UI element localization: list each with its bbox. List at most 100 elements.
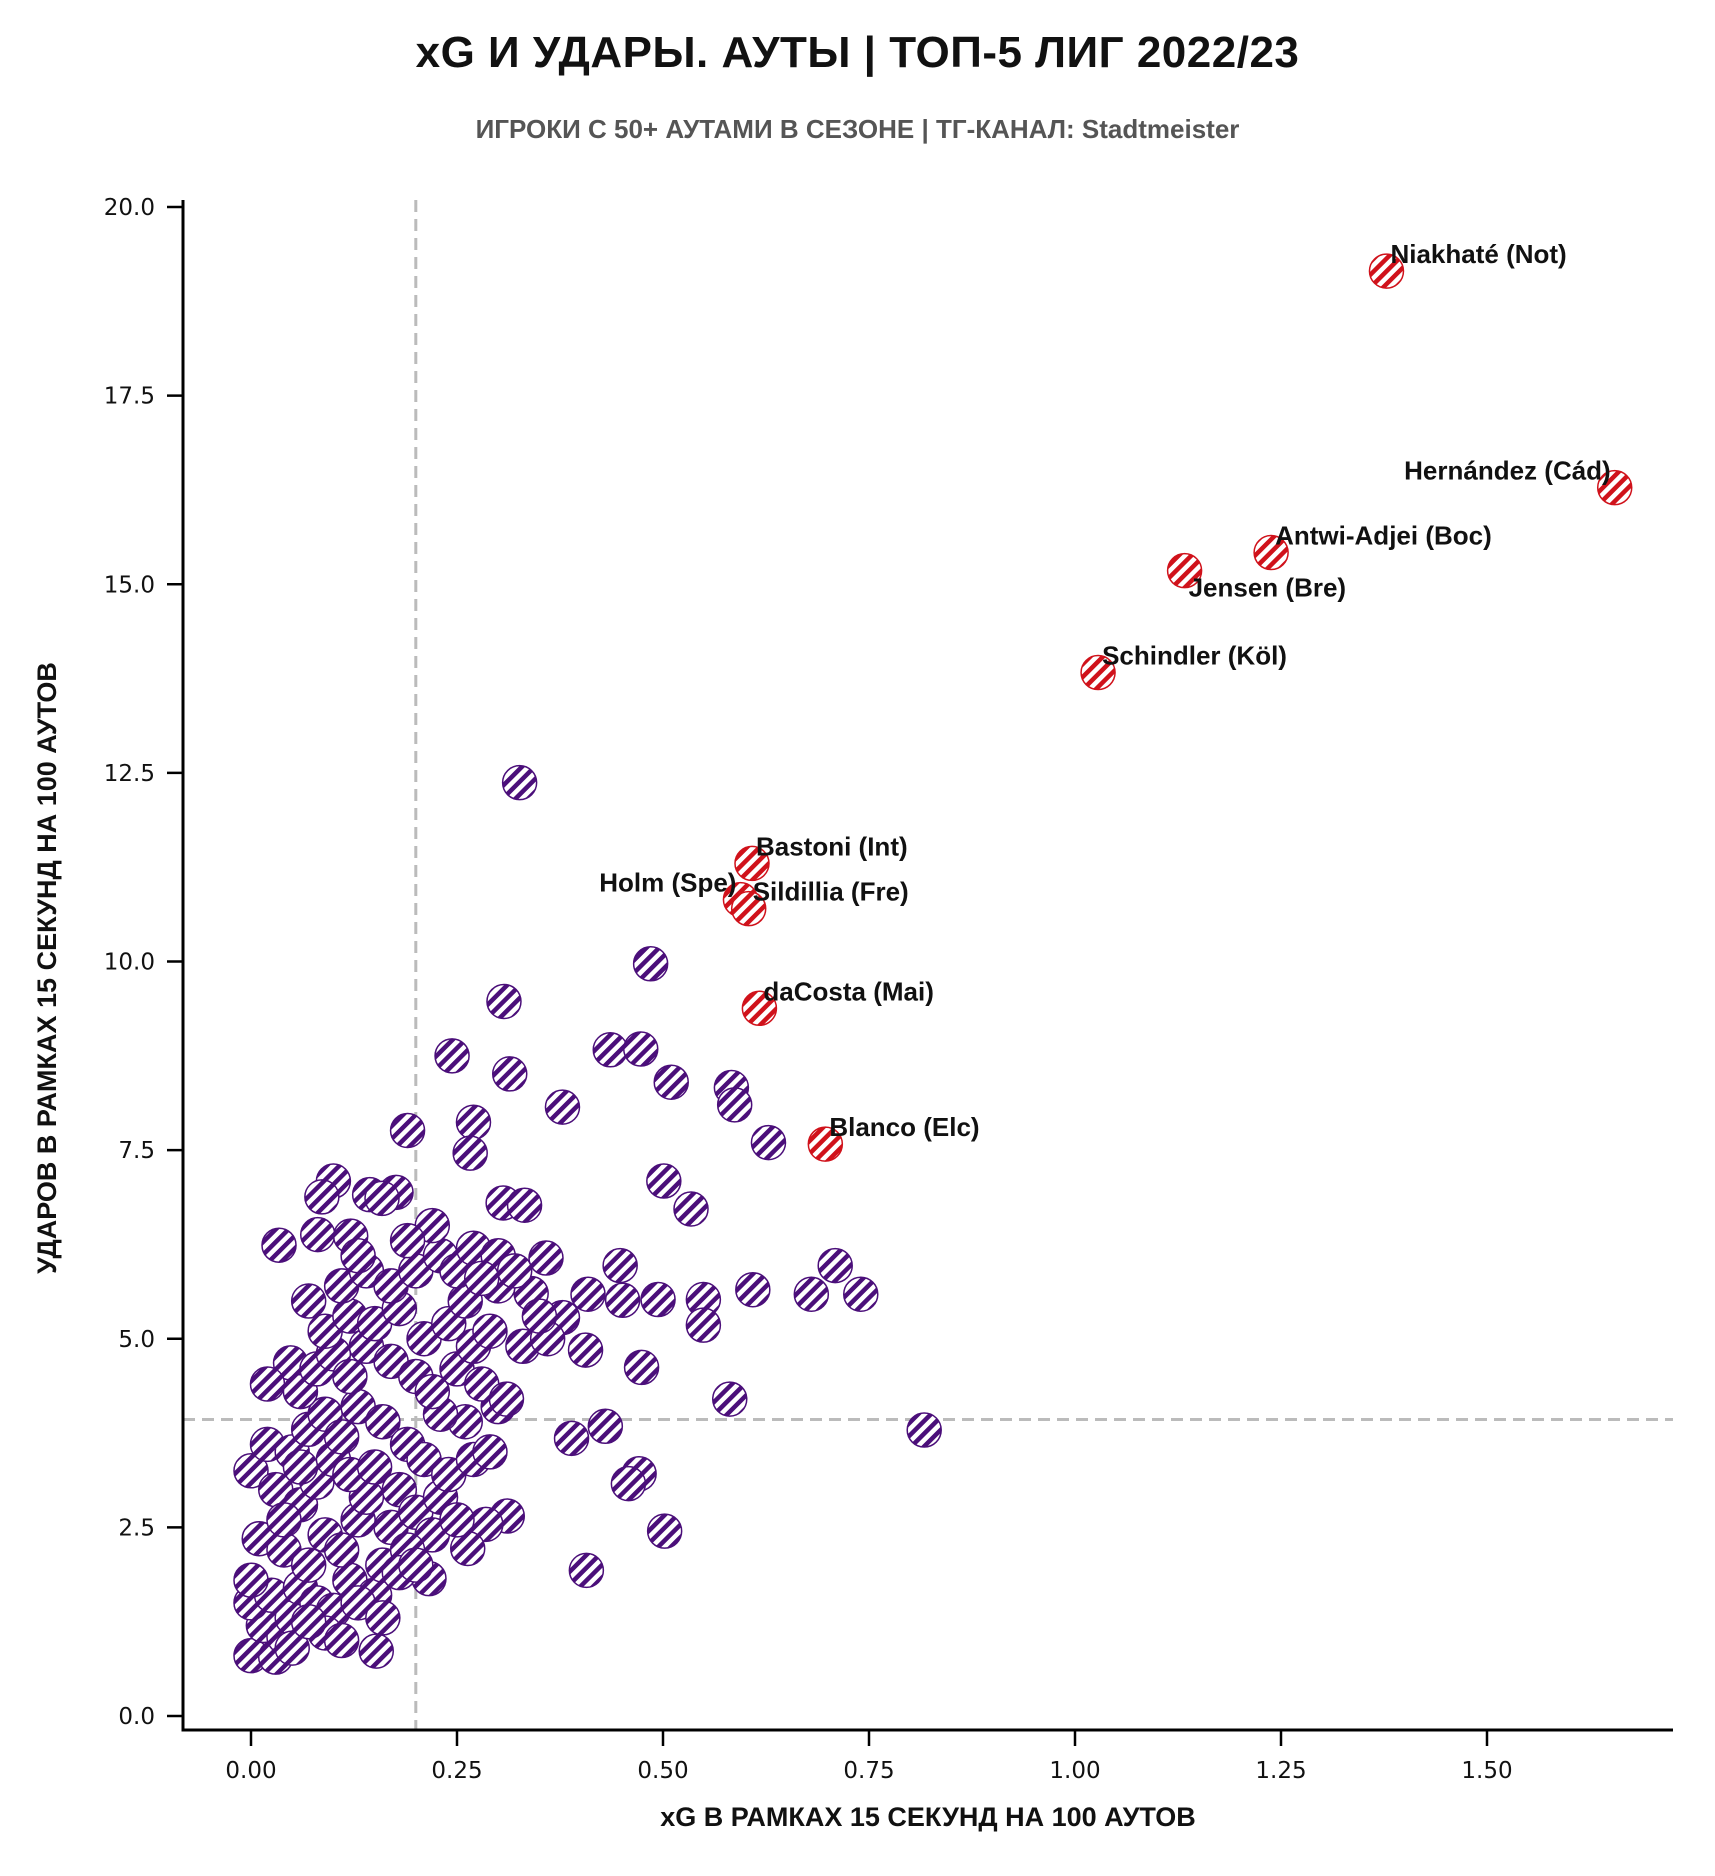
- data-point: [398, 1547, 434, 1583]
- data-point: [544, 1089, 581, 1125]
- data-point: [414, 1373, 451, 1410]
- highlighted-data-point: [1080, 654, 1116, 691]
- data-point: [610, 1465, 647, 1502]
- point-label: Bastoni (Int): [756, 831, 908, 861]
- data-point: [332, 1358, 368, 1395]
- data-point: [646, 1513, 683, 1549]
- data-point: [304, 1179, 340, 1215]
- data-point: [365, 1600, 401, 1636]
- highlighted-data-point: [1596, 469, 1633, 506]
- data-point: [735, 1271, 771, 1308]
- data-point: [233, 1562, 269, 1598]
- y-tick-label: 5.0: [118, 1327, 155, 1353]
- data-point: [632, 946, 669, 982]
- x-axis-label: xG В РАМКАХ 15 СЕКУНД НА 100 АУТОВ: [660, 1802, 1196, 1832]
- data-point: [602, 1247, 638, 1284]
- data-point: [290, 1603, 327, 1640]
- point-label: Holm (Spe): [599, 868, 736, 898]
- data-point: [282, 1449, 319, 1485]
- data-point: [496, 1253, 533, 1289]
- y-tick-label: 10.0: [104, 950, 155, 976]
- point-label: Hernández (Cád): [1404, 456, 1611, 486]
- data-point: [266, 1502, 302, 1538]
- data-point: [439, 1502, 475, 1538]
- data-point: [299, 1216, 336, 1253]
- highlighted-data-point: [730, 890, 767, 927]
- data-point: [486, 983, 522, 1020]
- highlighted-data-point: [1166, 552, 1203, 589]
- highlighted-data-point: [741, 990, 778, 1027]
- data-point: [623, 1349, 660, 1386]
- data-point: [817, 1247, 853, 1284]
- point-label: Antwi-Adjei (Boc): [1275, 521, 1492, 551]
- data-point: [290, 1283, 327, 1319]
- data-point: [528, 1240, 564, 1276]
- data-point: [592, 1032, 629, 1068]
- data-point: [340, 1238, 376, 1274]
- data-point: [646, 1163, 682, 1199]
- data-point: [587, 1408, 624, 1445]
- data-point: [455, 1104, 492, 1140]
- data-point: [653, 1064, 689, 1100]
- y-tick-label: 12.5: [104, 761, 155, 787]
- data-point: [261, 1227, 297, 1263]
- data-point: [472, 1434, 508, 1470]
- highlighted-data-point: [734, 845, 770, 882]
- point-label: Schindler (Köl): [1102, 641, 1287, 671]
- x-tick-label: 1.25: [1255, 1758, 1306, 1784]
- data-point: [553, 1420, 590, 1457]
- data-point: [501, 764, 538, 801]
- data-point: [711, 1381, 748, 1417]
- data-point: [793, 1276, 830, 1312]
- point-label: Sildillia (Fre): [753, 877, 909, 907]
- x-tick-label: 0.50: [637, 1758, 688, 1784]
- data-point: [274, 1630, 310, 1666]
- highlighted-data-point: [1253, 534, 1289, 571]
- chart-title: xG И УДАРЫ. АУТЫ | ТОП-5 ЛИГ 2022/23: [415, 28, 1300, 77]
- data-point: [389, 1112, 426, 1149]
- data-point: [521, 1298, 558, 1334]
- data-point: [323, 1532, 360, 1568]
- data-point: [434, 1038, 470, 1074]
- data-point: [685, 1307, 722, 1343]
- data-point: [365, 1403, 401, 1440]
- point-annotations: Niakhaté (Not) Hernández (Cád) Antwi-Adjei…: [599, 239, 1610, 1142]
- y-tick-label: 7.5: [118, 1138, 155, 1164]
- axes: 0.00 0.25 0.50 0.75 1.00 1.25 1.50 0.0 2.5 5.0 7.5…: [104, 195, 1673, 1784]
- x-tick-label: 1.00: [1049, 1758, 1100, 1784]
- data-point: [604, 1282, 641, 1319]
- data-point: [358, 1633, 394, 1669]
- data-point: [623, 1031, 659, 1067]
- data-point: [364, 1180, 400, 1217]
- y-tick-label: 20.0: [104, 195, 155, 221]
- highlighted-points: [722, 253, 1633, 1162]
- x-tick-label: 0.75: [843, 1758, 894, 1784]
- point-label: Niakhaté (Not): [1390, 239, 1566, 269]
- data-point: [323, 1622, 360, 1659]
- data-point: [906, 1412, 942, 1448]
- base-points: [233, 764, 942, 1675]
- data-point: [716, 1087, 753, 1123]
- data-point: [843, 1276, 879, 1312]
- data-point: [463, 1260, 500, 1297]
- data-point: [568, 1552, 605, 1589]
- x-tick-label: 0.00: [225, 1758, 276, 1784]
- y-axis-label: УДАРОВ В РАМКАХ 15 СЕКУНД НА 100 АУТОВ: [32, 662, 62, 1274]
- data-point: [233, 1453, 269, 1489]
- data-point: [356, 1449, 393, 1485]
- data-point: [290, 1547, 327, 1583]
- highlighted-data-point: [1368, 253, 1405, 289]
- y-tick-label: 17.5: [104, 384, 155, 410]
- chart-subtitle: ИГРОКИ С 50+ АУТАМИ В СЕЗОНЕ | ТГ-КАНАЛ:…: [475, 114, 1240, 144]
- data-point: [640, 1281, 676, 1318]
- data-point: [472, 1313, 508, 1349]
- x-tick-label: 0.25: [431, 1758, 482, 1784]
- y-tick-label: 15.0: [104, 572, 155, 598]
- data-point: [750, 1124, 787, 1161]
- data-point: [249, 1366, 286, 1402]
- x-tick-label: 1.50: [1461, 1758, 1512, 1784]
- point-label: daCosta (Mai): [763, 976, 933, 1006]
- point-label: Blanco (Elc): [829, 1112, 979, 1142]
- y-tick-label: 0.0: [118, 1704, 155, 1730]
